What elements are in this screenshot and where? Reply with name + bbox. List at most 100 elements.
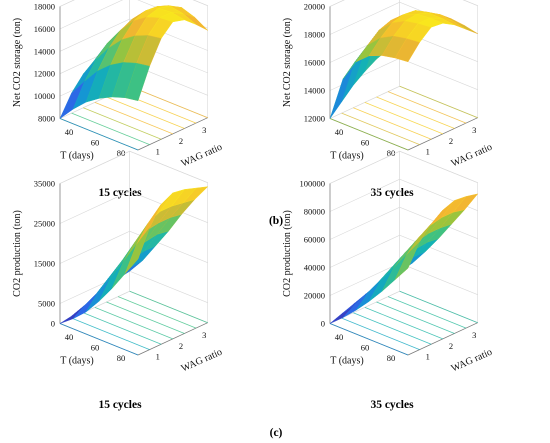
contour-line	[129, 85, 208, 119]
contour-line	[106, 96, 185, 129]
surface-plot-net-storage-35-cycles: 12000 14000 16000 18000 20000 40 60 80 1 2 3 T (day…	[282, 0, 494, 199]
z-tick-label: 60000	[304, 235, 325, 245]
floor-contours	[329, 290, 478, 356]
y-tick-label: 2	[179, 341, 183, 351]
x-axis-label: T (days)	[330, 355, 363, 366]
z-tick-label: 5000	[38, 299, 55, 309]
axes-box	[329, 150, 479, 356]
contour-line	[376, 301, 455, 334]
y-axis-label: WAG ratio	[180, 347, 224, 375]
surface-patch	[452, 20, 478, 34]
x-axis-label: T (days)	[330, 150, 363, 161]
y-axis-label: WAG ratio	[450, 142, 494, 170]
z-axis-label: CO2 production (ton)	[12, 210, 23, 297]
z-gridline	[59, 150, 208, 184]
z-tick-label: 8000	[38, 114, 55, 124]
z-gridline	[59, 18, 208, 52]
plot-caption: 35 cycles	[370, 399, 414, 411]
y-tick-label: 1	[156, 147, 160, 157]
surface-mesh	[329, 10, 478, 119]
surface-plot-net-storage-15-cycles: 8000 10000 12000 14000 16000 18000 40 60 80 1 2 3 T …	[12, 0, 224, 199]
x-tick-label: 60	[91, 137, 100, 147]
contour-line	[94, 306, 173, 340]
z-tick-label: 12000	[304, 114, 325, 124]
contour-line	[106, 301, 185, 334]
floor-contours	[59, 85, 208, 151]
z-tick-label: 40000	[304, 263, 325, 273]
surface-patch	[394, 38, 420, 63]
x-tick-label: 40	[65, 127, 74, 137]
surface-patch	[329, 62, 355, 119]
surface-patch	[124, 62, 150, 102]
z-gridline	[329, 234, 478, 268]
y-tick-label: 1	[426, 352, 430, 362]
y-axis-label: WAG ratio	[180, 142, 224, 170]
y-tick-label: 3	[202, 125, 206, 135]
contour-line	[329, 118, 409, 151]
plot-caption: 15 cycles	[98, 187, 142, 199]
contour-line	[353, 107, 432, 140]
x-axis-label: T (days)	[60, 150, 93, 161]
surface-mesh	[59, 5, 208, 120]
contour-line	[129, 290, 208, 324]
contour-line	[399, 290, 478, 324]
z-gridline	[329, 0, 478, 7]
surface-patch	[124, 227, 150, 274]
contour-line	[341, 112, 420, 145]
z-gridline	[329, 178, 478, 212]
surface-patch	[182, 13, 208, 31]
plot-caption: 15 cycles	[98, 399, 142, 411]
z-gridline	[329, 85, 478, 119]
x-tick-label: 80	[387, 148, 396, 158]
contour-line	[117, 296, 197, 329]
x-tick-label: 60	[91, 342, 100, 352]
contour-line	[71, 317, 150, 350]
z-tick-label: 100000	[300, 179, 326, 189]
contour-line	[59, 118, 139, 151]
z-tick-label: 15000	[34, 259, 55, 269]
panel-label-b: (b)	[269, 215, 283, 227]
y-tick-label: 3	[202, 330, 206, 340]
x-tick-label: 80	[117, 353, 126, 363]
floor-contours	[59, 290, 208, 356]
z-axis-label: Net CO2 storage (ton)	[12, 18, 23, 107]
x-tick-label: 60	[361, 137, 370, 147]
contour-line	[399, 85, 478, 119]
z-gridline	[329, 150, 478, 184]
z-tick-label: 10000	[34, 91, 55, 101]
z-tick-label: 14000	[34, 46, 55, 56]
surface-patch	[85, 277, 111, 313]
panel-label-c: (c)	[270, 427, 283, 439]
contour-line	[94, 101, 173, 135]
y-tick-label: 2	[449, 136, 453, 146]
surface-patch	[394, 241, 420, 280]
contour-line	[329, 323, 409, 356]
contour-line	[71, 112, 150, 145]
z-gridline	[329, 206, 478, 240]
z-tick-label: 16000	[304, 58, 325, 68]
surface-plot-production-35-cycles: 0 20000 40000 60000 80000 100000 40 60 80 1 2 3 T (d…	[282, 150, 494, 411]
z-tick-label: 0	[51, 319, 55, 329]
z-axis-label: CO2 production (ton)	[282, 210, 293, 297]
x-tick-label: 40	[335, 127, 344, 137]
surface-patch	[329, 304, 355, 324]
x-tick-label: 80	[117, 148, 126, 158]
z-tick-label: 16000	[34, 24, 55, 34]
z-tick-label: 20000	[304, 291, 325, 301]
x-tick-label: 40	[335, 332, 344, 342]
z-tick-label: 18000	[34, 2, 55, 12]
surface-mesh	[59, 186, 209, 324]
y-tick-label: 1	[426, 147, 430, 157]
z-tick-label: 25000	[34, 219, 55, 229]
z-gridline	[59, 0, 208, 7]
surface-patch	[98, 260, 124, 302]
contour-line	[59, 323, 139, 356]
z-tick-label: 80000	[304, 207, 325, 217]
contour-line	[387, 91, 467, 124]
z-tick-label: 12000	[34, 69, 55, 79]
y-tick-label: 2	[449, 341, 453, 351]
contour-line	[364, 306, 443, 340]
x-axis-label: T (days)	[60, 355, 93, 366]
contour-line	[387, 296, 467, 329]
